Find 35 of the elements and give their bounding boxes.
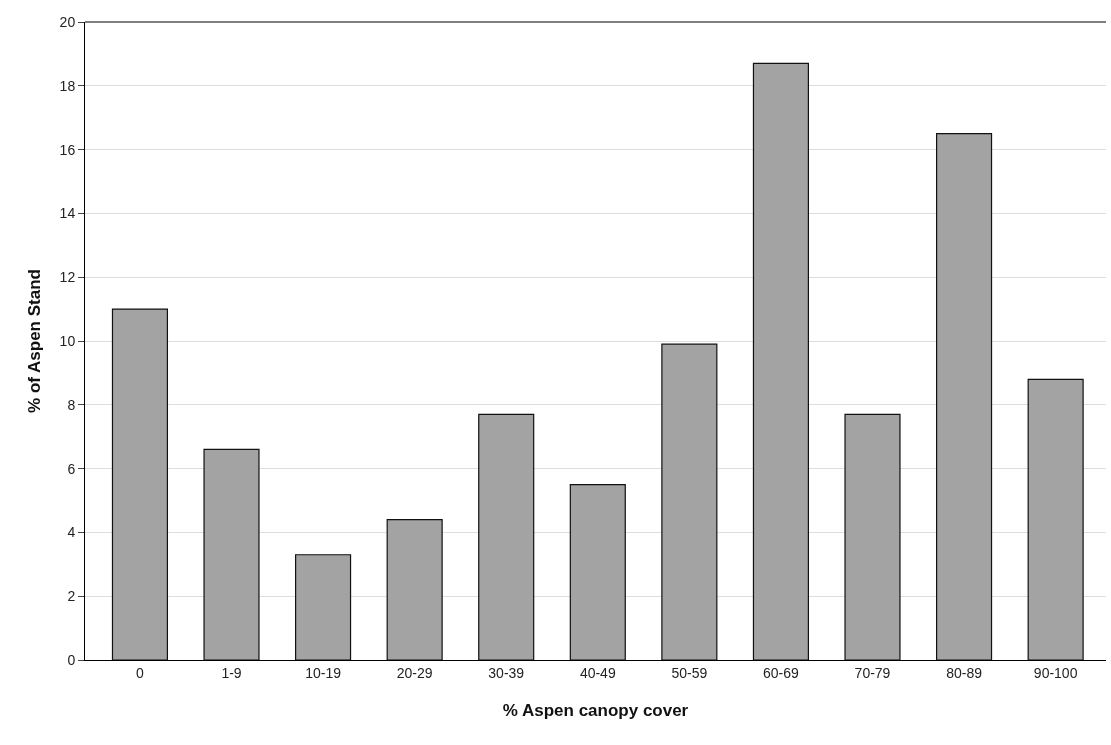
bar bbox=[1027, 378, 1084, 660]
bar bbox=[752, 62, 809, 660]
y-tick-label: 8 bbox=[67, 396, 76, 413]
y-tick-label: 2 bbox=[67, 588, 76, 605]
x-tick-label: 0 bbox=[136, 664, 145, 681]
y-axis-title: % of Aspen Stand bbox=[25, 269, 45, 413]
x-tick-label: 60-69 bbox=[763, 664, 800, 681]
bar bbox=[661, 343, 718, 660]
y-tick-label: 18 bbox=[59, 77, 76, 94]
y-tick-label: 16 bbox=[59, 141, 76, 158]
x-tick-label: 50-59 bbox=[671, 664, 708, 681]
x-tick-label: 1-9 bbox=[221, 664, 242, 681]
x-tick-label: 20-29 bbox=[396, 664, 433, 681]
x-axis-title: % Aspen canopy cover bbox=[502, 701, 689, 721]
x-tick-label: 30-39 bbox=[488, 664, 525, 681]
x-tick-label: 10-19 bbox=[305, 664, 342, 681]
x-tick-label: 90-100 bbox=[1033, 664, 1078, 681]
y-tick-label: 6 bbox=[67, 460, 76, 477]
bar bbox=[386, 519, 443, 660]
bar bbox=[844, 413, 901, 660]
y-tick-label: 0 bbox=[67, 651, 76, 668]
y-tick-label: 20 bbox=[59, 13, 76, 30]
y-tick-label: 12 bbox=[59, 269, 76, 286]
bar bbox=[569, 483, 626, 660]
y-tick-label: 10 bbox=[59, 332, 76, 349]
bar bbox=[295, 554, 352, 660]
bar bbox=[203, 448, 260, 660]
y-tick-label: 14 bbox=[59, 205, 76, 222]
x-tick-label: 40-49 bbox=[579, 664, 616, 681]
bar bbox=[936, 133, 993, 660]
y-tick-label: 4 bbox=[67, 524, 76, 541]
x-tick-label: 80-89 bbox=[946, 664, 983, 681]
x-tick-label: 70-79 bbox=[854, 664, 891, 681]
bar bbox=[111, 308, 169, 660]
bar bbox=[478, 413, 535, 660]
